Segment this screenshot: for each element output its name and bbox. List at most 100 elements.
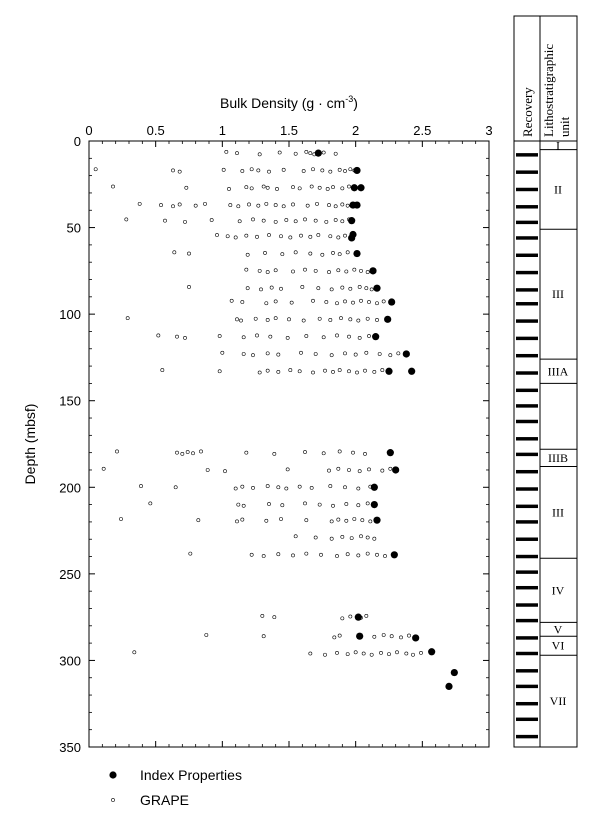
strat-column: Recovery Lithostratigraphicunit IIIIIIII… [513, 15, 578, 748]
grape-point [205, 468, 210, 472]
grape-point [279, 286, 283, 291]
recovery-bar [516, 734, 538, 739]
grape-point [297, 186, 302, 191]
grape-point [183, 219, 187, 224]
index-point [357, 184, 365, 192]
x-tick-label: 0.5 [147, 123, 165, 138]
legend-index-label: Index Properties [140, 767, 242, 783]
recovery-bar [516, 437, 538, 441]
grape-point [244, 450, 249, 455]
grape-point [265, 368, 270, 373]
grape-point [315, 201, 319, 206]
grape-point [340, 202, 345, 207]
grape-point [199, 449, 203, 454]
index-point [384, 315, 392, 323]
recovery-bar [516, 570, 538, 574]
grape-point [132, 650, 137, 655]
grape-point [193, 203, 198, 208]
grape-point [241, 503, 246, 508]
grape-point [304, 518, 309, 523]
grape-point [345, 552, 350, 557]
grape-point [351, 300, 355, 305]
grape-point [328, 318, 333, 322]
grape-point [363, 368, 367, 373]
unit-label: IIIB [548, 451, 568, 465]
grape-point [372, 536, 377, 541]
recovery-bar [516, 404, 538, 408]
grape-point [324, 300, 329, 304]
grape-point [333, 204, 338, 209]
grape-point [163, 218, 167, 223]
grape-point [352, 267, 357, 272]
grape-point [285, 467, 290, 472]
grape-point [329, 519, 334, 524]
grape-point [172, 250, 177, 255]
grape-point [328, 484, 333, 488]
index-point [369, 267, 377, 275]
grape-point [383, 554, 387, 558]
x-tick-label: 1.5 [280, 123, 298, 138]
grape-point [249, 167, 254, 172]
grape-point [257, 268, 262, 273]
grape-point [291, 202, 295, 207]
grape-point [273, 316, 278, 321]
x-axis: 0 0.5 1 1.5 2 2.5 3 [85, 123, 493, 747]
recovery-bar [516, 319, 538, 323]
grape-point [272, 451, 277, 456]
recovery-bar [516, 651, 538, 656]
grape-point [375, 552, 379, 557]
index-properties-series [314, 149, 458, 691]
recovery-bar [516, 636, 538, 640]
grape-point [353, 650, 358, 655]
grape-point [299, 350, 303, 355]
grape-point [388, 353, 393, 358]
grape-point [265, 185, 270, 190]
index-point [373, 284, 381, 292]
grape-point [269, 285, 274, 290]
grape-point [355, 370, 359, 375]
grape-point [364, 350, 369, 355]
grape-point [261, 634, 266, 639]
grape-point [265, 484, 270, 488]
recovery-bar [516, 487, 538, 491]
recovery-bar [516, 618, 538, 623]
grape-point [311, 370, 315, 375]
grape-point [256, 168, 261, 173]
grape-series [93, 150, 423, 657]
grape-point [303, 217, 307, 222]
grape-point [185, 450, 190, 454]
grape-point [301, 169, 306, 173]
grape-point [305, 203, 310, 208]
grape-point [356, 318, 361, 323]
y-tick-label: 150 [59, 394, 81, 409]
y-tick-label: 100 [59, 307, 81, 322]
recovery-bar [516, 253, 538, 258]
grape-point [375, 318, 379, 322]
grape-point [257, 370, 262, 375]
grape-point [316, 286, 321, 291]
index-point [428, 648, 436, 656]
grape-point [263, 251, 267, 255]
grape-point [267, 502, 271, 506]
unit-label: II [554, 182, 562, 196]
grape-point [359, 534, 363, 539]
grape-point [340, 219, 345, 224]
grape-point [240, 169, 245, 173]
grape-point [291, 553, 295, 558]
grape-point [259, 287, 263, 292]
grape-point [309, 485, 314, 490]
grape-point [333, 151, 338, 156]
grape-point [299, 233, 303, 238]
grape-point [372, 634, 377, 639]
grape-point [240, 517, 245, 522]
grape-point [308, 651, 313, 656]
grape-point [119, 517, 123, 521]
grape-point [337, 633, 342, 638]
grape-point [323, 652, 327, 657]
grape-point [328, 169, 333, 174]
y-tick-label: 200 [59, 480, 81, 495]
recovery-bar [516, 537, 538, 541]
recovery-bar [516, 669, 538, 673]
grape-point [225, 234, 230, 239]
